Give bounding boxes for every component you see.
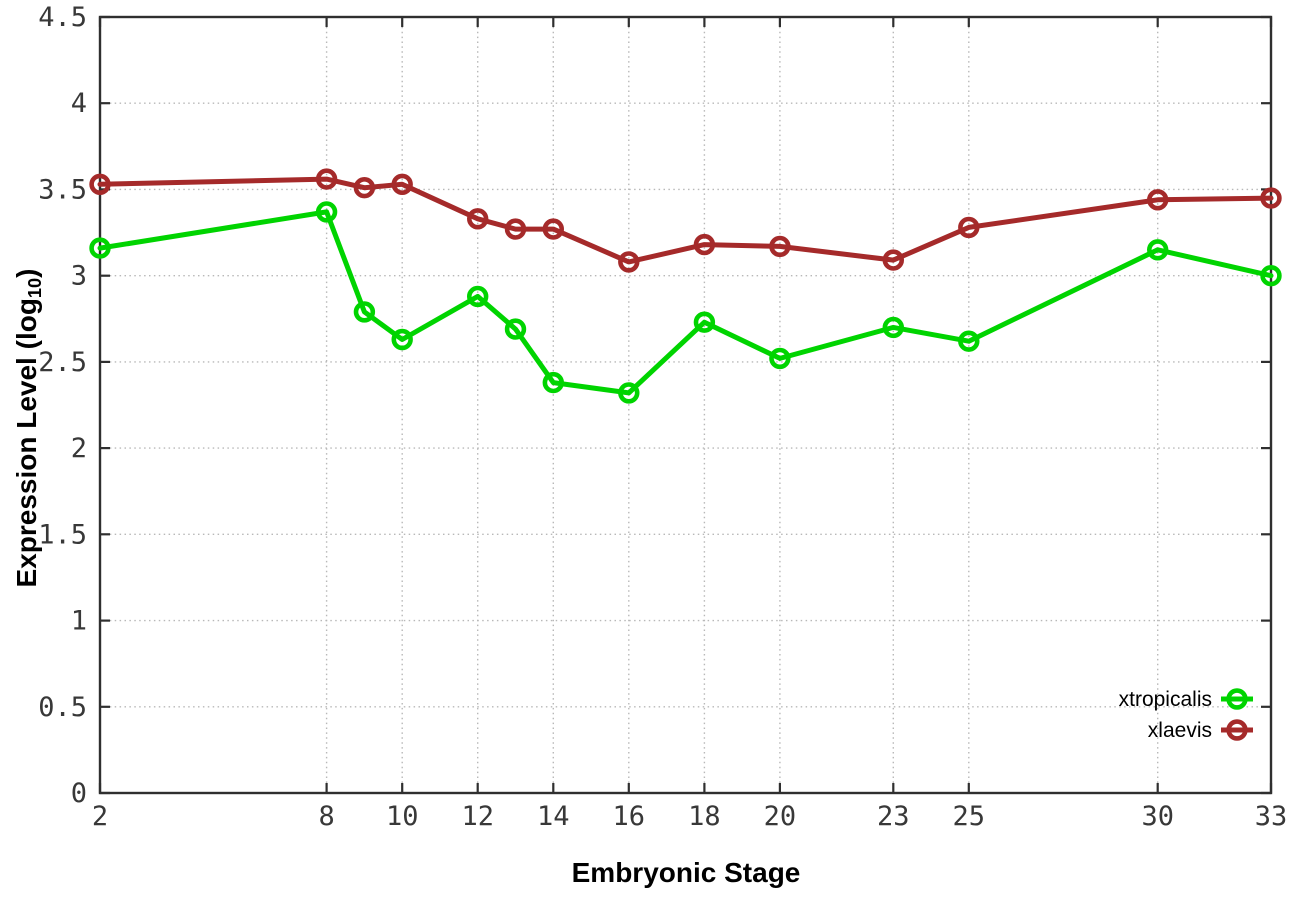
y-axis-title-text: Expression Level (log — [11, 298, 42, 588]
data-point-marker-xtropicalis — [1146, 239, 1169, 261]
x-tick-label: 25 — [953, 801, 986, 832]
x-axis-title-text: Embryonic Stage — [571, 857, 801, 888]
y-tick-label: 4 — [71, 88, 87, 119]
legend-marker-xlaevis — [1226, 719, 1248, 741]
data-point-marker-xtropicalis — [769, 347, 791, 370]
x-tick-label: 8 — [318, 801, 334, 832]
data-point-marker-xtropicalis — [504, 318, 527, 340]
data-point-marker-xtropicalis — [467, 285, 489, 308]
data-point-marker-xlaevis — [89, 173, 111, 196]
data-point-marker-xtropicalis — [882, 316, 904, 339]
data-point-marker-xlaevis — [882, 249, 904, 271]
y-tick-label: 3 — [71, 261, 87, 292]
data-point-marker-xtropicalis — [958, 330, 980, 352]
data-point-marker-xtropicalis — [693, 311, 716, 333]
data-point-marker-xtropicalis — [353, 301, 376, 323]
x-tick-label: 18 — [688, 801, 721, 832]
data-point-marker-xtropicalis — [618, 382, 640, 404]
x-tick-label: 2 — [92, 801, 108, 832]
legend-label-xtropicalis: xtropicalis — [1119, 688, 1212, 711]
x-axis-title: Embryonic Stage — [572, 857, 801, 889]
y-tick-label: 2 — [71, 433, 87, 464]
data-point-marker-xlaevis — [467, 208, 489, 230]
data-point-marker-xtropicalis — [315, 201, 338, 223]
series-line-xtropicalis — [97, 209, 1274, 396]
legend-label-xlaevis: xlaevis — [1148, 719, 1212, 742]
y-tick-label: 0.5 — [38, 692, 87, 723]
y-axis-title-suffix: ) — [11, 268, 42, 278]
data-point-marker-xlaevis — [391, 173, 413, 196]
data-point-marker-xlaevis — [693, 233, 716, 256]
data-point-marker-xtropicalis — [391, 328, 413, 351]
x-tick-label: 33 — [1255, 801, 1288, 832]
data-point-marker-xtropicalis — [89, 237, 111, 259]
data-point-marker-xlaevis — [315, 168, 338, 190]
y-axis-title-subscript: 10 — [24, 277, 45, 299]
x-tick-label: 10 — [386, 801, 419, 832]
legend-marker-xtropicalis — [1226, 688, 1248, 710]
y-tick-label: 3.5 — [38, 174, 87, 205]
data-point-marker-xlaevis — [618, 251, 640, 273]
y-axis-title: Expression Level (log10) — [11, 268, 45, 588]
x-tick-label: 16 — [613, 801, 646, 832]
data-point-marker-xtropicalis — [542, 371, 564, 394]
y-tick-label: 4.5 — [38, 2, 87, 33]
y-tick-label: 1.5 — [38, 519, 87, 550]
data-point-marker-xlaevis — [1146, 189, 1169, 211]
x-tick-label: 23 — [877, 801, 910, 832]
data-point-marker-xlaevis — [958, 216, 980, 239]
y-tick-label: 2.5 — [38, 347, 87, 378]
data-point-marker-xlaevis — [504, 218, 527, 240]
data-point-marker-xlaevis — [353, 177, 376, 199]
x-tick-label: 30 — [1141, 801, 1174, 832]
data-point-marker-xlaevis — [542, 218, 564, 240]
data-point-marker-xlaevis — [769, 235, 791, 258]
x-tick-label: 20 — [764, 801, 797, 832]
x-tick-label: 12 — [461, 801, 494, 832]
data-point-marker-xlaevis — [1260, 187, 1282, 209]
x-tick-label: 14 — [537, 801, 570, 832]
y-tick-label: 0 — [71, 778, 87, 809]
data-point-marker-xtropicalis — [1260, 265, 1282, 287]
plot-border — [98, 15, 1273, 795]
y-tick-label: 1 — [71, 606, 87, 637]
